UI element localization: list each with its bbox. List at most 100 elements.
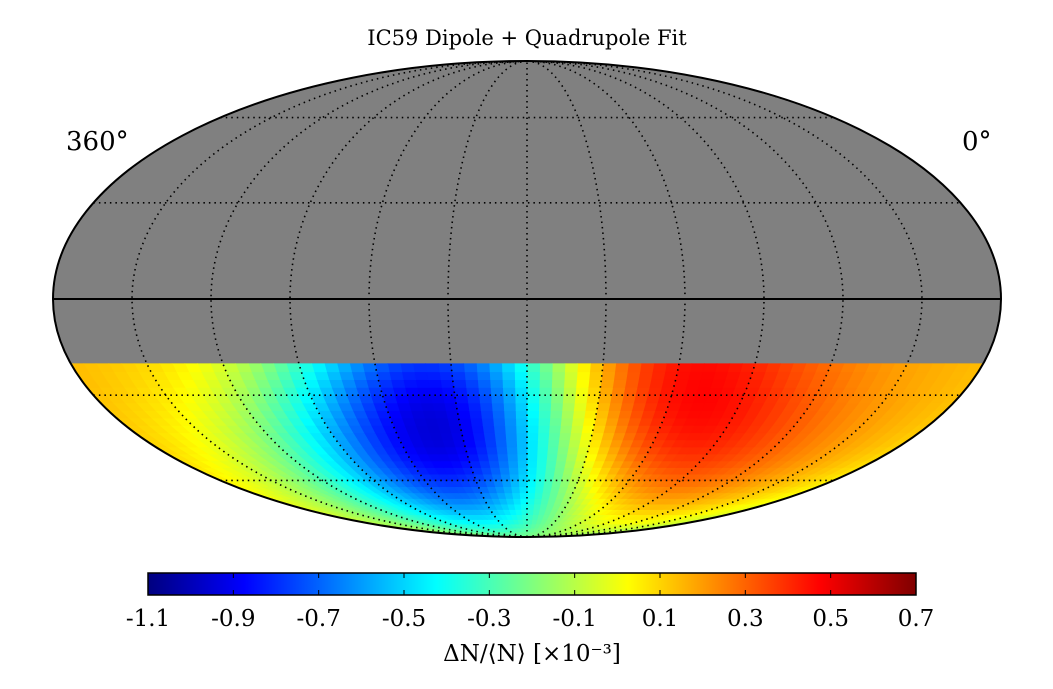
colorbar-ticks: -1.1 -0.9 -0.7 -0.5 -0.3 -0.1 0.1 0.3 0.5 0.7	[126, 573, 934, 632]
heatmap-cell	[479, 402, 493, 411]
heatmap-cell	[526, 460, 538, 468]
heatmap-cell	[440, 386, 456, 396]
heatmap-cell	[547, 439, 560, 448]
heatmap-cell	[607, 402, 623, 411]
heatmap-cell	[526, 514, 534, 520]
heatmap-cell	[594, 410, 609, 419]
heatmap-cell	[610, 386, 626, 396]
heatmap-cell	[519, 498, 528, 505]
heatmap-cell	[526, 410, 540, 419]
heatmap-cell	[505, 446, 518, 455]
colorbar-tick-label: 0.3	[727, 606, 764, 632]
heatmap-cell	[517, 473, 528, 481]
heatmap-cell	[609, 394, 624, 404]
heatmap-cell	[576, 371, 591, 380]
heatmap-cell	[549, 402, 563, 411]
heatmap-cell	[571, 417, 585, 426]
heatmap-cell	[451, 371, 466, 380]
heatmap-cell	[518, 486, 528, 494]
heatmap-cell	[526, 394, 540, 404]
heatmap-cell	[402, 379, 418, 388]
heatmap-cell	[537, 432, 550, 441]
colorbar-tick-label: -0.1	[552, 606, 596, 632]
heatmap-cell	[606, 410, 621, 419]
heatmap-cell	[588, 371, 603, 380]
heatmap-cell	[548, 417, 562, 426]
heatmap-cell	[336, 363, 352, 373]
heatmap-cell	[514, 386, 528, 396]
heatmap-cell	[689, 363, 705, 373]
heatmap-cell	[491, 402, 505, 411]
heatmap-cell	[526, 503, 535, 510]
heatmap-cell	[399, 363, 415, 373]
heatmap-cell	[546, 446, 559, 455]
heatmap-cell	[456, 410, 471, 419]
heatmap-cell	[488, 363, 503, 373]
heatmap-cell	[535, 460, 547, 468]
heatmap-cell	[573, 402, 587, 411]
heatmap-cell	[586, 386, 601, 396]
heatmap-cell	[454, 394, 469, 404]
heatmap-cell	[455, 402, 470, 411]
heatmap-cell	[526, 386, 540, 396]
heatmap-cell	[536, 453, 548, 462]
heatmap-cell	[501, 363, 515, 373]
heatmap-cell	[516, 453, 528, 462]
heatmap-cell	[589, 363, 604, 373]
heatmap-cell	[532, 509, 540, 516]
heatmap-cell	[658, 386, 675, 396]
heatmap-cell	[404, 386, 420, 396]
colorbar-tick-label: -1.1	[126, 606, 170, 632]
heatmap-cell	[492, 417, 506, 426]
colorbar-tick-label: -0.9	[211, 606, 255, 632]
heatmap-cell	[430, 394, 445, 404]
heatmap-cell	[538, 386, 552, 396]
heatmap-cell	[526, 402, 540, 411]
map-boundary	[52, 60, 1002, 538]
heatmap-cell	[438, 371, 454, 380]
heatmap-cell	[551, 363, 566, 373]
heatmap-cell	[584, 402, 599, 411]
heatmap-cell	[702, 363, 718, 373]
heatmap-cell	[533, 492, 543, 499]
heatmap-cell	[650, 371, 666, 380]
heatmap-cell	[515, 432, 528, 441]
heatmap-cell	[596, 402, 611, 411]
heatmap-cell	[464, 379, 479, 388]
heatmap-cell	[507, 460, 519, 468]
heatmap-cell	[542, 480, 554, 488]
heatmap-cell	[503, 417, 517, 426]
heatmap-cell	[556, 446, 569, 455]
heatmap-cell	[526, 486, 536, 494]
heatmap-cell	[496, 453, 509, 462]
heatmap-cell	[554, 460, 567, 468]
heatmap-cell	[566, 446, 580, 455]
heatmap-cell	[491, 410, 505, 419]
heatmap-cell	[526, 371, 540, 380]
heatmap-cell	[452, 379, 467, 388]
heatmap-cell	[552, 473, 564, 481]
heatmap-cell	[625, 371, 641, 380]
colorbar-tick-label: 0.7	[898, 606, 935, 632]
heatmap-cell	[538, 394, 552, 404]
heatmap-cell	[493, 432, 507, 441]
heatmap-cell	[439, 379, 455, 388]
heatmap-cell	[510, 486, 520, 494]
heatmap-cell	[587, 379, 602, 388]
heatmap-cell	[509, 480, 520, 488]
heatmap-cell	[545, 453, 558, 462]
heatmap-cell	[570, 424, 584, 434]
heatmap-cell	[622, 386, 638, 396]
heatmap-cell	[536, 446, 549, 455]
heatmap-cell	[633, 394, 648, 404]
heatmap-cell	[520, 509, 528, 516]
heatmap-cell	[494, 439, 507, 448]
heatmap-cell	[518, 492, 528, 499]
heatmap-cell	[526, 424, 539, 434]
heatmap-cell	[576, 363, 591, 373]
heatmap-cell	[490, 394, 504, 404]
heatmap-cell	[699, 371, 716, 380]
heatmap-cell	[388, 371, 404, 380]
mollweide-map	[52, 60, 1002, 538]
heatmap-cell	[489, 386, 504, 396]
